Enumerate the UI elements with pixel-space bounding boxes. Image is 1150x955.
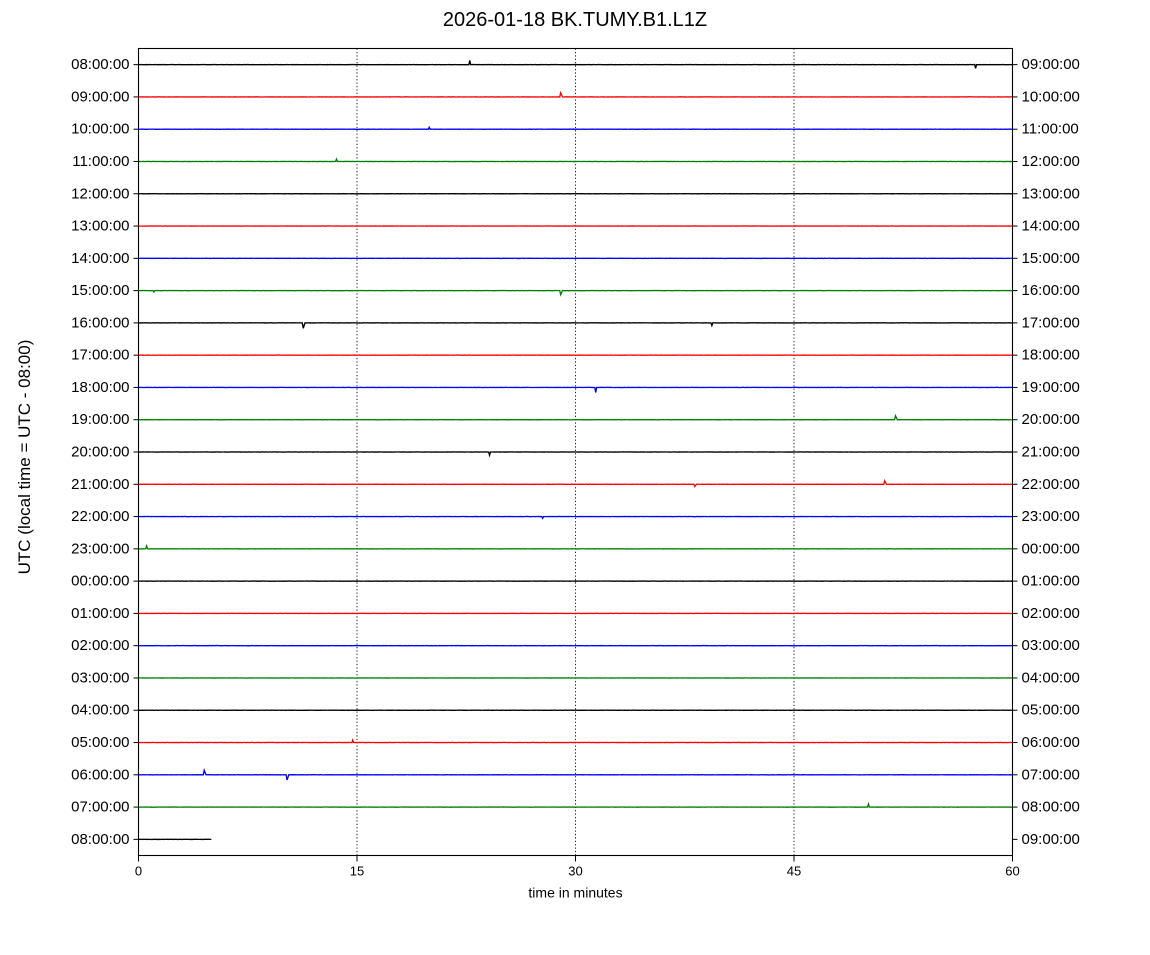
svg-text:22:00:00: 22:00:00: [71, 508, 129, 525]
svg-text:07:00:00: 07:00:00: [1022, 766, 1080, 783]
svg-text:15: 15: [350, 864, 364, 879]
svg-text:00:00:00: 00:00:00: [71, 573, 129, 590]
svg-text:00:00:00: 00:00:00: [1022, 540, 1080, 557]
svg-text:09:00:00: 09:00:00: [71, 88, 129, 105]
svg-text:16:00:00: 16:00:00: [71, 314, 129, 331]
svg-text:17:00:00: 17:00:00: [71, 347, 129, 364]
svg-text:05:00:00: 05:00:00: [71, 734, 129, 751]
svg-text:22:00:00: 22:00:00: [1022, 476, 1080, 493]
svg-text:21:00:00: 21:00:00: [71, 476, 129, 493]
svg-text:04:00:00: 04:00:00: [71, 702, 129, 719]
svg-text:09:00:00: 09:00:00: [1022, 56, 1080, 73]
svg-text:08:00:00: 08:00:00: [71, 831, 129, 848]
svg-text:11:00:00: 11:00:00: [1022, 121, 1079, 138]
svg-text:08:00:00: 08:00:00: [1022, 799, 1080, 816]
svg-text:14:00:00: 14:00:00: [71, 250, 129, 267]
svg-text:01:00:00: 01:00:00: [71, 605, 129, 622]
svg-text:06:00:00: 06:00:00: [1022, 734, 1080, 751]
svg-text:04:00:00: 04:00:00: [1022, 669, 1080, 686]
svg-text:UTC (local time = UTC - 08:00): UTC (local time = UTC - 08:00): [15, 340, 34, 575]
svg-text:17:00:00: 17:00:00: [1022, 314, 1080, 331]
svg-text:60: 60: [1005, 864, 1019, 879]
svg-text:23:00:00: 23:00:00: [1022, 508, 1080, 525]
svg-text:02:00:00: 02:00:00: [71, 637, 129, 654]
svg-text:20:00:00: 20:00:00: [71, 444, 129, 461]
svg-text:01:00:00: 01:00:00: [1022, 573, 1080, 590]
svg-text:30: 30: [568, 864, 582, 879]
svg-text:10:00:00: 10:00:00: [71, 121, 129, 138]
svg-text:16:00:00: 16:00:00: [1022, 282, 1080, 299]
svg-text:13:00:00: 13:00:00: [71, 218, 129, 235]
svg-text:12:00:00: 12:00:00: [1022, 153, 1080, 170]
svg-text:07:00:00: 07:00:00: [71, 799, 129, 816]
svg-text:08:00:00: 08:00:00: [71, 56, 129, 73]
svg-text:45: 45: [787, 864, 801, 879]
svg-text:23:00:00: 23:00:00: [71, 540, 129, 557]
svg-text:14:00:00: 14:00:00: [1022, 218, 1080, 235]
svg-text:18:00:00: 18:00:00: [1022, 347, 1080, 364]
svg-text:19:00:00: 19:00:00: [71, 411, 129, 428]
svg-text:06:00:00: 06:00:00: [71, 766, 129, 783]
svg-text:20:00:00: 20:00:00: [1022, 411, 1080, 428]
svg-text:10:00:00: 10:00:00: [1022, 88, 1080, 105]
svg-text:12:00:00: 12:00:00: [71, 185, 129, 202]
svg-text:time in minutes: time in minutes: [528, 885, 622, 901]
svg-text:15:00:00: 15:00:00: [1022, 250, 1080, 267]
svg-text:05:00:00: 05:00:00: [1022, 702, 1080, 719]
svg-text:02:00:00: 02:00:00: [1022, 605, 1080, 622]
svg-text:13:00:00: 13:00:00: [1022, 185, 1080, 202]
svg-text:15:00:00: 15:00:00: [71, 282, 129, 299]
svg-text:18:00:00: 18:00:00: [71, 379, 129, 396]
svg-text:11:00:00: 11:00:00: [72, 153, 129, 170]
svg-text:21:00:00: 21:00:00: [1022, 444, 1080, 461]
svg-text:0: 0: [135, 864, 142, 879]
svg-text:03:00:00: 03:00:00: [71, 669, 129, 686]
svg-text:19:00:00: 19:00:00: [1022, 379, 1080, 396]
svg-text:09:00:00: 09:00:00: [1022, 831, 1080, 848]
svg-text:03:00:00: 03:00:00: [1022, 637, 1080, 654]
